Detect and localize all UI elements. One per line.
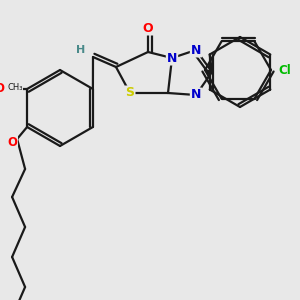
Text: S: S (125, 86, 134, 100)
Text: H: H (76, 45, 85, 55)
Text: O: O (7, 136, 17, 149)
Text: Cl: Cl (279, 64, 291, 76)
Text: N: N (191, 44, 201, 56)
Text: N: N (191, 88, 201, 101)
Text: CH₃: CH₃ (7, 83, 22, 92)
Text: O: O (0, 82, 4, 95)
Text: O: O (143, 22, 153, 34)
Text: N: N (167, 52, 177, 64)
